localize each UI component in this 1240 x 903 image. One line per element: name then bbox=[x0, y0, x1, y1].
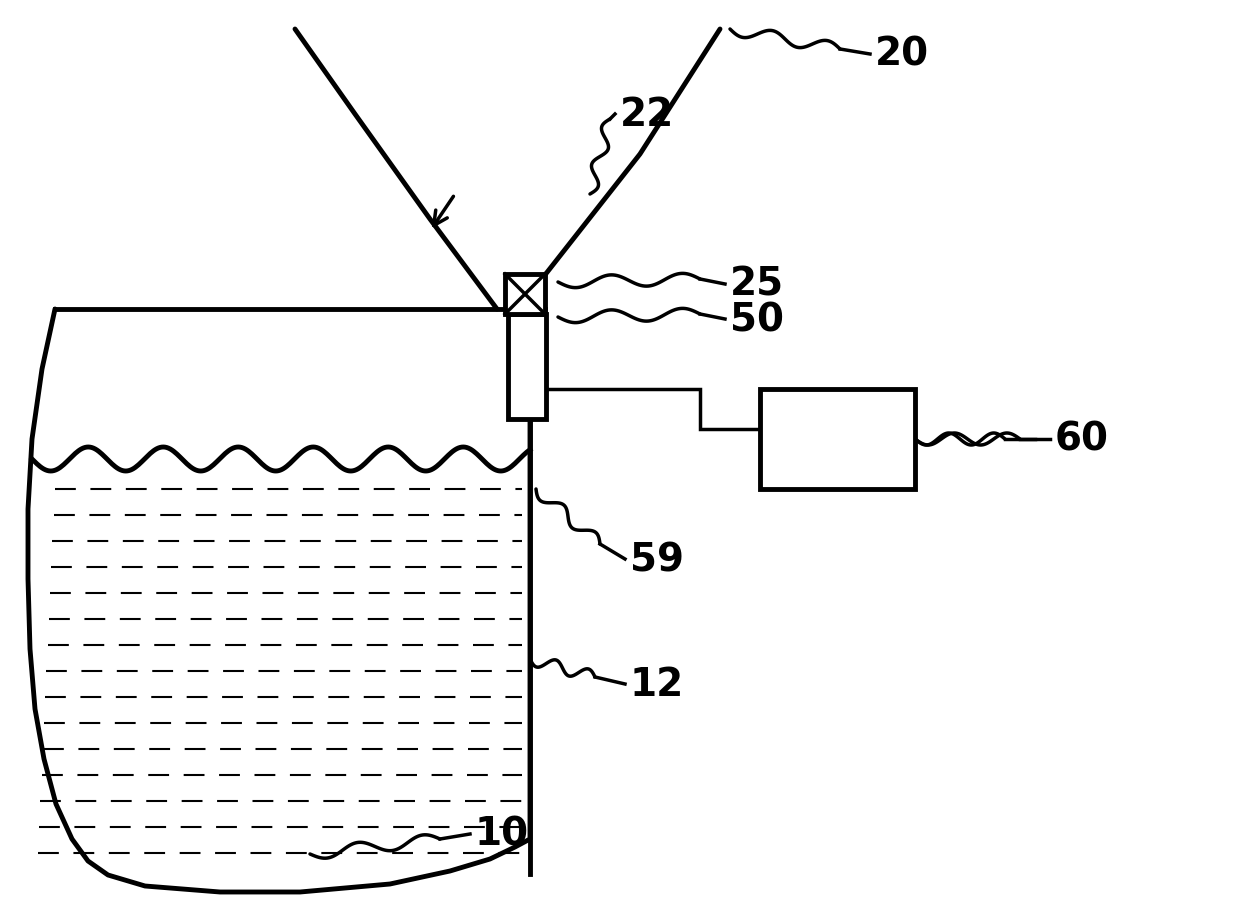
Text: 12: 12 bbox=[630, 666, 684, 703]
Bar bbox=[760, 389, 915, 489]
Text: 59: 59 bbox=[630, 540, 684, 578]
Text: 50: 50 bbox=[730, 301, 784, 339]
Text: 22: 22 bbox=[620, 96, 675, 134]
Bar bbox=[508, 314, 546, 420]
Bar bbox=[505, 275, 546, 314]
Text: 60: 60 bbox=[1055, 421, 1109, 459]
Text: 10: 10 bbox=[475, 815, 529, 853]
Text: 25: 25 bbox=[730, 265, 784, 303]
Text: 20: 20 bbox=[875, 36, 929, 74]
